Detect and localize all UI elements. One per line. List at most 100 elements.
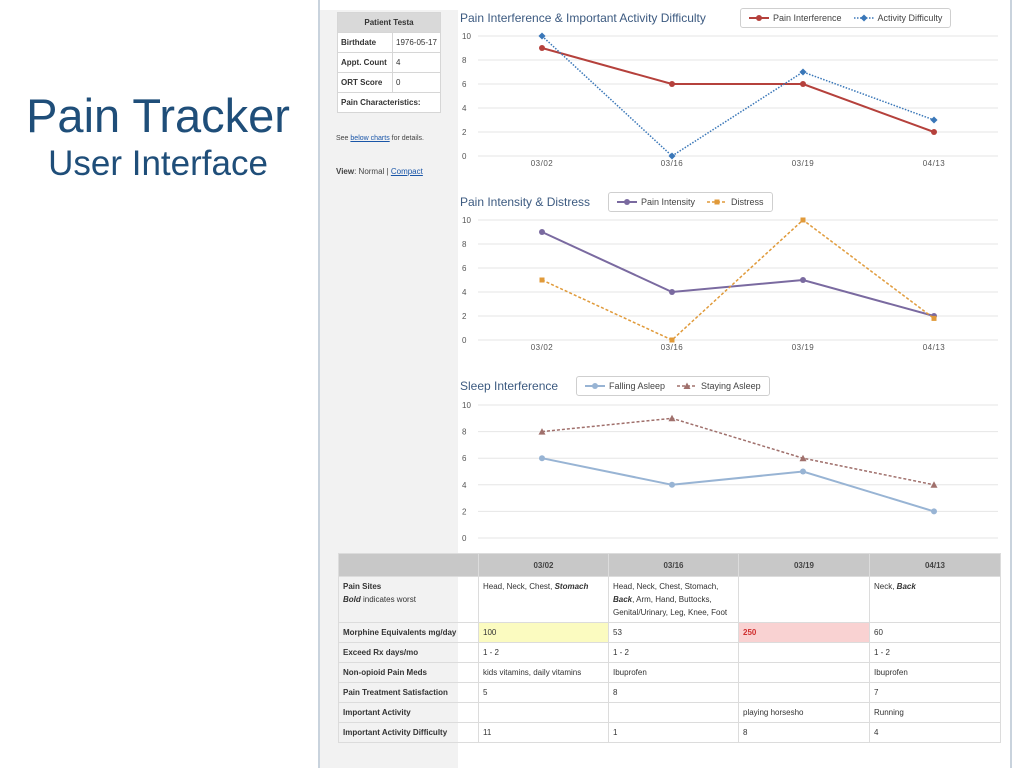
data-point [800, 277, 806, 283]
see-prefix: See [336, 135, 351, 142]
legend-label: Falling Asleep [609, 381, 666, 391]
legend-label: Distress [731, 197, 764, 207]
data-point [668, 414, 676, 422]
series-line [541, 417, 935, 486]
data-point [799, 68, 807, 76]
y-tick-label: 4 [462, 288, 467, 297]
see-suffix: for details. [389, 135, 424, 142]
table-row: Morphine Equivalents mg/day 100 53 250 6… [338, 622, 1001, 643]
table-row-pain-sites: Pain Sites Bold indicates worst Head, Nec… [338, 576, 1001, 623]
y-tick-label: 4 [462, 481, 467, 490]
table-cell: 5 [478, 682, 609, 703]
pain-sites-text: Neck, [874, 582, 897, 591]
data-point [539, 45, 545, 51]
worst-site: Back [896, 582, 916, 591]
y-tick-label: 6 [462, 264, 467, 273]
data-point [800, 217, 806, 223]
birthdate-value: 1976-05-17 [392, 32, 441, 53]
table-header-date: 03/16 [608, 553, 739, 577]
view-label: View [336, 167, 355, 176]
pain-sites-label: Pain Sites [343, 582, 382, 591]
data-point [930, 116, 938, 124]
x-tick-label: 03/19 [792, 159, 815, 168]
chart-plot-area: 0 2 4 6 8 10 03/02 03/16 03/19 04/13 [462, 216, 998, 352]
worst-site: Back [613, 595, 633, 604]
data-point [539, 277, 545, 283]
table-cell [738, 576, 870, 623]
y-tick-label: 2 [462, 507, 467, 516]
data-point [800, 81, 806, 87]
chart-legend: Pain Interference Activity Difficulty [740, 8, 952, 28]
row-label: Exceed Rx days/mo [338, 642, 479, 663]
table-cell [738, 662, 870, 683]
birthdate-row: Birthdate 1976-05-17 [337, 32, 441, 53]
table-cell [738, 642, 870, 663]
legend-item-staying-asleep[interactable]: Staying Asleep [677, 381, 761, 391]
table-cell: 60 [869, 622, 1001, 643]
pain-sites-note: Bold indicates worst [343, 595, 416, 604]
table-cell: 1 [608, 722, 739, 743]
table-cell: Head, Neck, Chest, Stomach, Back, Arm, H… [608, 576, 739, 623]
app-screenshot: Patient Testa Birthdate 1976-05-17 Appt. … [318, 0, 1012, 768]
chart-sleep-interference: Sleep Interference Falling Asleep Stayin… [458, 368, 1010, 548]
table-header-date: 03/02 [478, 553, 609, 577]
y-tick-label: 2 [462, 128, 467, 137]
table-cell: 53 [608, 622, 739, 643]
data-point [800, 468, 806, 475]
view-normal: : Normal | [354, 167, 391, 176]
table-header-empty [338, 553, 479, 577]
view-compact-link[interactable]: Compact [390, 167, 423, 176]
slide-title-main: Pain Tracker [26, 89, 290, 142]
data-point [669, 81, 675, 87]
table-row: Non-opioid Pain Meds kids vitamins, dail… [338, 662, 1001, 683]
y-tick-label: 10 [462, 401, 471, 410]
chart-title: Sleep Interference [460, 379, 559, 393]
data-point [669, 289, 675, 295]
row-label-pain-sites: Pain Sites Bold indicates worst [338, 576, 479, 623]
y-tick-label: 0 [462, 152, 467, 161]
legend-item-distress[interactable]: Distress [707, 197, 764, 207]
data-point [931, 129, 937, 135]
chart-plot-area: 0 2 4 6 8 10 [462, 401, 998, 543]
y-tick-label: 0 [462, 534, 467, 543]
slide-title: Pain Tracker User Interface [0, 88, 316, 184]
x-tick-label: 03/02 [531, 159, 554, 168]
x-tick-label: 03/16 [661, 159, 684, 168]
y-tick-label: 8 [462, 428, 467, 437]
series-line [541, 231, 935, 317]
table-cell: Neck, Back [869, 576, 1001, 623]
table-header-row: 03/02 03/16 03/19 04/13 [338, 553, 1001, 577]
y-tick-label: 2 [462, 312, 467, 321]
table-header-date: 03/19 [738, 553, 870, 577]
legend-item-pain-intensity[interactable]: Pain Intensity [617, 197, 695, 207]
y-tick-label: 10 [462, 32, 471, 41]
table-cell: 7 [869, 682, 1001, 703]
table-cell: 11 [478, 722, 609, 743]
below-charts-link[interactable]: below charts [350, 135, 390, 142]
table-cell [608, 702, 739, 723]
legend-label: Activity Difficulty [877, 13, 943, 23]
row-label: Non-opioid Pain Meds [338, 662, 479, 683]
row-label: Morphine Equivalents mg/day [338, 622, 479, 643]
data-point [931, 315, 937, 321]
chart-pain-intensity: Pain Intensity & Distress Pain Intensity… [458, 185, 1010, 360]
chart-legend: Pain Intensity Distress [608, 192, 773, 212]
pain-sites-text: Head, Neck, Chest, Stomach, [613, 582, 719, 591]
x-tick-label: 04/13 [923, 343, 946, 352]
series-line [541, 35, 935, 157]
table-cell [738, 682, 870, 703]
y-tick-label: 6 [462, 80, 467, 89]
note-rest: indicates worst [360, 595, 416, 604]
chart-title: Pain Intensity & Distress [460, 195, 591, 209]
legend-item-falling-asleep[interactable]: Falling Asleep [585, 381, 665, 391]
legend-item-pain-interference[interactable]: Pain Interference [749, 13, 842, 23]
table-cell: 1 - 2 [608, 642, 739, 663]
table-cell: kids vitamins, daily vitamins [478, 662, 609, 683]
ort-score-row: ORT Score 0 [337, 72, 441, 93]
patient-info-table: Patient Testa Birthdate 1976-05-17 Appt. … [337, 12, 441, 113]
series-line [541, 457, 935, 513]
legend-line-icon [707, 199, 728, 205]
legend-line-icon [585, 383, 605, 389]
x-tick-label: 04/13 [923, 159, 946, 168]
legend-item-activity-difficulty[interactable]: Activity Difficulty [853, 13, 943, 23]
